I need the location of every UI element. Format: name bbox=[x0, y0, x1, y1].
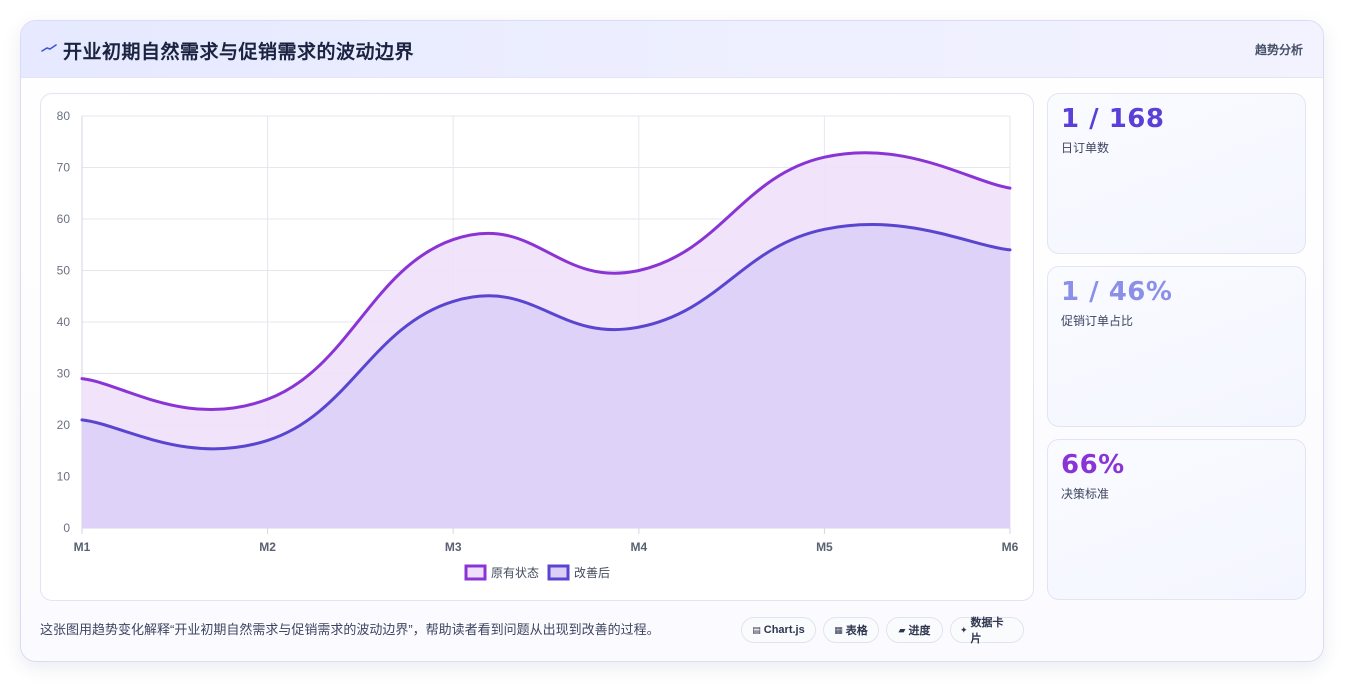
x-tick-label: M2 bbox=[259, 540, 276, 554]
y-tick-label: 50 bbox=[57, 264, 71, 278]
stat-value: 1 / 46% bbox=[1061, 277, 1173, 307]
table-icon: ▦ bbox=[834, 624, 843, 635]
y-tick-label: 10 bbox=[57, 470, 71, 484]
chip-label: 表格 bbox=[845, 625, 868, 637]
chip-table[interactable]: ▦ 表格 bbox=[823, 617, 879, 643]
y-tick-label: 40 bbox=[57, 315, 71, 329]
x-tick-label: M6 bbox=[1002, 540, 1019, 554]
chart-card: 开业初期自然需求与促销需求的波动边界 趋势分析 0 10 20 30 40 50 60 70 8… bbox=[20, 20, 1324, 662]
stat-label: 决策标准 bbox=[1061, 487, 1110, 501]
y-axis-ticks: 0 10 20 30 40 50 60 70 80 bbox=[57, 109, 71, 535]
trend-analysis-tag: 趋势分析 bbox=[1254, 43, 1303, 57]
series-line-2 bbox=[80, 222, 1012, 451]
legend-swatch bbox=[547, 564, 570, 581]
chart-description: 这张图用趋势变化解释“开业初期自然需求与促销需求的波动边界”，帮助读者看到问题从… bbox=[40, 622, 660, 637]
area-fills bbox=[82, 152, 1010, 528]
y-tick-label: 70 bbox=[57, 161, 71, 175]
chip-label: Chart.js bbox=[763, 624, 805, 636]
chip-progress[interactable]: ▰ 进度 bbox=[886, 617, 943, 643]
series-line-1 bbox=[80, 151, 1012, 412]
chip-label: 数据卡片 bbox=[970, 617, 1004, 645]
trend-icon bbox=[41, 44, 57, 52]
y-tick-label: 60 bbox=[57, 212, 71, 226]
y-tick-label: 80 bbox=[57, 109, 71, 123]
x-tick-label: M5 bbox=[816, 540, 833, 554]
chart-panel: 0 10 20 30 40 50 60 70 80 M1 M2 M3 M4 M5 M6 原有状态 改善后 bbox=[40, 93, 1034, 601]
stat-card-decision-standard: 66% 决策标准 bbox=[1047, 439, 1306, 600]
y-tick-label: 20 bbox=[57, 418, 71, 432]
legend-label: 改善后 bbox=[574, 565, 610, 580]
chart-icon: ▤ bbox=[752, 624, 761, 635]
x-axis-ticks: M1 M2 M3 M4 M5 M6 bbox=[74, 540, 1019, 554]
chip-label: 进度 bbox=[908, 625, 931, 637]
y-tick-label: 30 bbox=[57, 367, 71, 381]
stat-value: 1 / 168 bbox=[1061, 104, 1165, 134]
stat-label: 日订单数 bbox=[1061, 141, 1110, 155]
stat-label: 促销订单占比 bbox=[1061, 314, 1134, 328]
legend: 原有状态 改善后 bbox=[464, 564, 610, 581]
card-icon: ✦ bbox=[960, 624, 968, 635]
stat-value: 66% bbox=[1061, 450, 1125, 480]
legend-label: 原有状态 bbox=[491, 566, 539, 580]
series-lines bbox=[80, 151, 1012, 451]
chip-chartjs[interactable]: ▤ Chart.js bbox=[741, 617, 816, 643]
series-area-2 bbox=[82, 224, 1010, 528]
legend-swatch bbox=[464, 564, 487, 581]
card-header: 开业初期自然需求与促销需求的波动边界 趋势分析 bbox=[21, 21, 1323, 78]
chip-data-card[interactable]: ✦ 数据卡片 bbox=[950, 617, 1024, 645]
stat-card-daily-orders: 1 / 168 日订单数 bbox=[1047, 93, 1306, 254]
area-chart: 0 10 20 30 40 50 60 70 80 M1 M2 M3 M4 M5 M6 原有状态 改善后 bbox=[57, 109, 1019, 581]
x-tick-label: M4 bbox=[630, 540, 647, 554]
x-tick-label: M1 bbox=[74, 540, 91, 554]
progress-icon: ▰ bbox=[898, 624, 906, 635]
chart-title: 开业初期自然需求与促销需求的波动边界 bbox=[63, 42, 415, 63]
stat-card-promo-share: 1 / 46% 促销订单占比 bbox=[1047, 266, 1306, 427]
x-tick-label: M3 bbox=[445, 540, 462, 554]
y-tick-label: 0 bbox=[63, 521, 70, 535]
